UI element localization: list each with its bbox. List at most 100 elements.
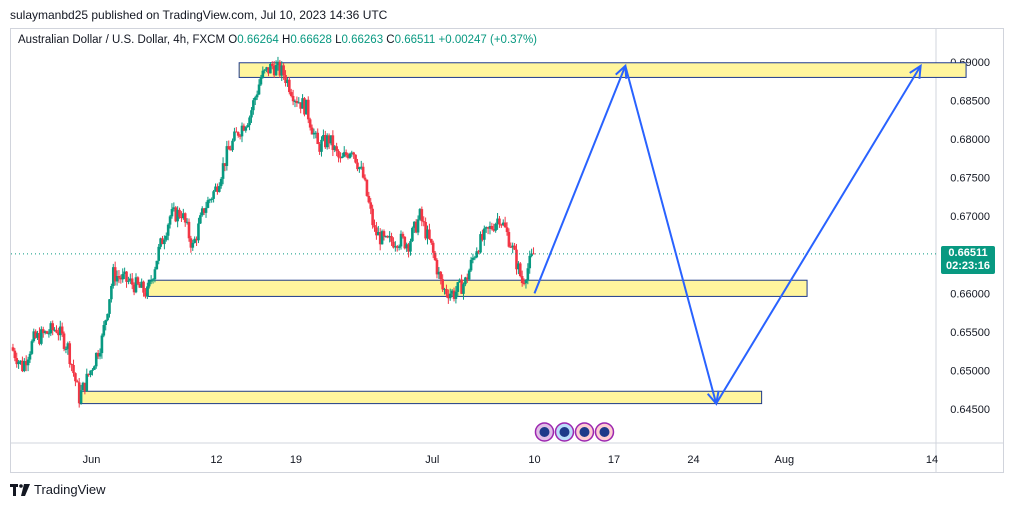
- candle-body: [350, 152, 354, 154]
- candle-body: [454, 291, 458, 299]
- candle-body: [38, 333, 41, 344]
- candle-body: [441, 279, 444, 290]
- candle-body: [284, 75, 287, 84]
- candle-body: [163, 239, 166, 245]
- tradingview-brand[interactable]: TradingView: [10, 482, 106, 497]
- candle-body: [397, 246, 401, 248]
- candle-body: [367, 195, 371, 203]
- candle-body: [276, 61, 280, 66]
- candle-body: [146, 286, 149, 297]
- candle-body: [187, 221, 191, 239]
- candle-body: [62, 333, 66, 349]
- candle-body: [460, 279, 463, 294]
- price-tick-label: 0.64500: [950, 404, 990, 416]
- candle-body: [79, 390, 83, 404]
- candle-body: [125, 271, 128, 282]
- zone-demand: [79, 390, 763, 405]
- candle-body: [272, 65, 276, 76]
- candle-body: [252, 100, 255, 111]
- candle-body: [236, 132, 240, 136]
- candle-body: [45, 331, 49, 334]
- candle-body: [484, 227, 488, 229]
- candle-body: [235, 131, 238, 133]
- candle-body: [348, 153, 352, 158]
- candle-body: [532, 253, 535, 255]
- candle-body: [204, 207, 208, 213]
- candle-body: [509, 246, 513, 248]
- candle-body: [376, 232, 380, 236]
- candle-body: [274, 65, 278, 76]
- candle-body: [130, 278, 134, 285]
- candle-body: [200, 208, 204, 216]
- candle-body: [354, 154, 357, 163]
- low-value: 0.66263: [341, 34, 384, 46]
- candle-body: [405, 244, 408, 249]
- candle-body: [174, 207, 178, 222]
- time-tick-label: 12: [210, 454, 222, 466]
- candle-body: [57, 332, 60, 336]
- change-value: +0.00247 (+0.37%): [438, 34, 537, 46]
- candle-body: [301, 98, 304, 109]
- price-tick-label: 0.68000: [950, 134, 990, 146]
- candle-body: [386, 236, 390, 238]
- candle-body: [91, 369, 94, 371]
- candle-body: [83, 382, 87, 392]
- candle-body: [111, 267, 115, 287]
- candle-body: [270, 63, 274, 66]
- zone-resistance: [238, 62, 967, 78]
- candle-body: [352, 152, 355, 155]
- candle-body: [312, 132, 316, 135]
- candle-body: [486, 227, 490, 229]
- candle-body: [121, 274, 125, 280]
- candle-body: [172, 207, 176, 210]
- candle-body: [282, 65, 285, 76]
- candle-body: [293, 100, 297, 102]
- candle-body: [337, 151, 340, 158]
- candle-body: [98, 353, 102, 357]
- candle-body: [490, 226, 494, 230]
- candle-body: [231, 140, 234, 151]
- candle-body: [450, 290, 454, 294]
- candle-body: [170, 209, 174, 217]
- candle-body: [197, 223, 200, 241]
- brand-name: TradingView: [34, 482, 106, 497]
- candle-body: [289, 92, 293, 96]
- candle-body: [375, 227, 378, 236]
- time-tick-label: 10: [528, 454, 540, 466]
- candle-body: [448, 293, 452, 299]
- candle-body: [308, 119, 312, 128]
- candle-body: [21, 360, 24, 372]
- candle-body: [305, 99, 308, 115]
- candle-body: [19, 360, 22, 362]
- candle-body: [500, 224, 503, 226]
- candle-body: [221, 163, 225, 179]
- candle-body: [418, 209, 422, 220]
- candle-body: [477, 251, 480, 253]
- candle-body: [458, 279, 461, 283]
- candle-body: [155, 260, 159, 270]
- chart-frame[interactable]: [10, 28, 1004, 473]
- candle-body: [248, 117, 251, 126]
- candle-body: [202, 208, 206, 213]
- candle-body: [447, 294, 450, 299]
- candle-body: [134, 277, 138, 293]
- candle-body: [358, 167, 361, 170]
- candle-body: [182, 213, 185, 219]
- candle-body: [77, 382, 81, 404]
- candle-body: [407, 244, 410, 252]
- candle-body: [157, 246, 161, 261]
- candle-body: [475, 251, 479, 258]
- candle-body: [55, 329, 58, 333]
- price-tick-label: 0.68500: [950, 96, 990, 108]
- candle-body: [424, 222, 427, 239]
- candle-body: [409, 241, 412, 252]
- candle-body: [206, 200, 210, 208]
- tradingview-logo-icon: [10, 483, 30, 496]
- candle-body: [325, 135, 329, 148]
- candle-body: [30, 341, 34, 354]
- candle-body: [74, 373, 77, 382]
- candle-body: [462, 284, 465, 294]
- close-label: C: [386, 34, 395, 46]
- candle-body: [359, 166, 363, 168]
